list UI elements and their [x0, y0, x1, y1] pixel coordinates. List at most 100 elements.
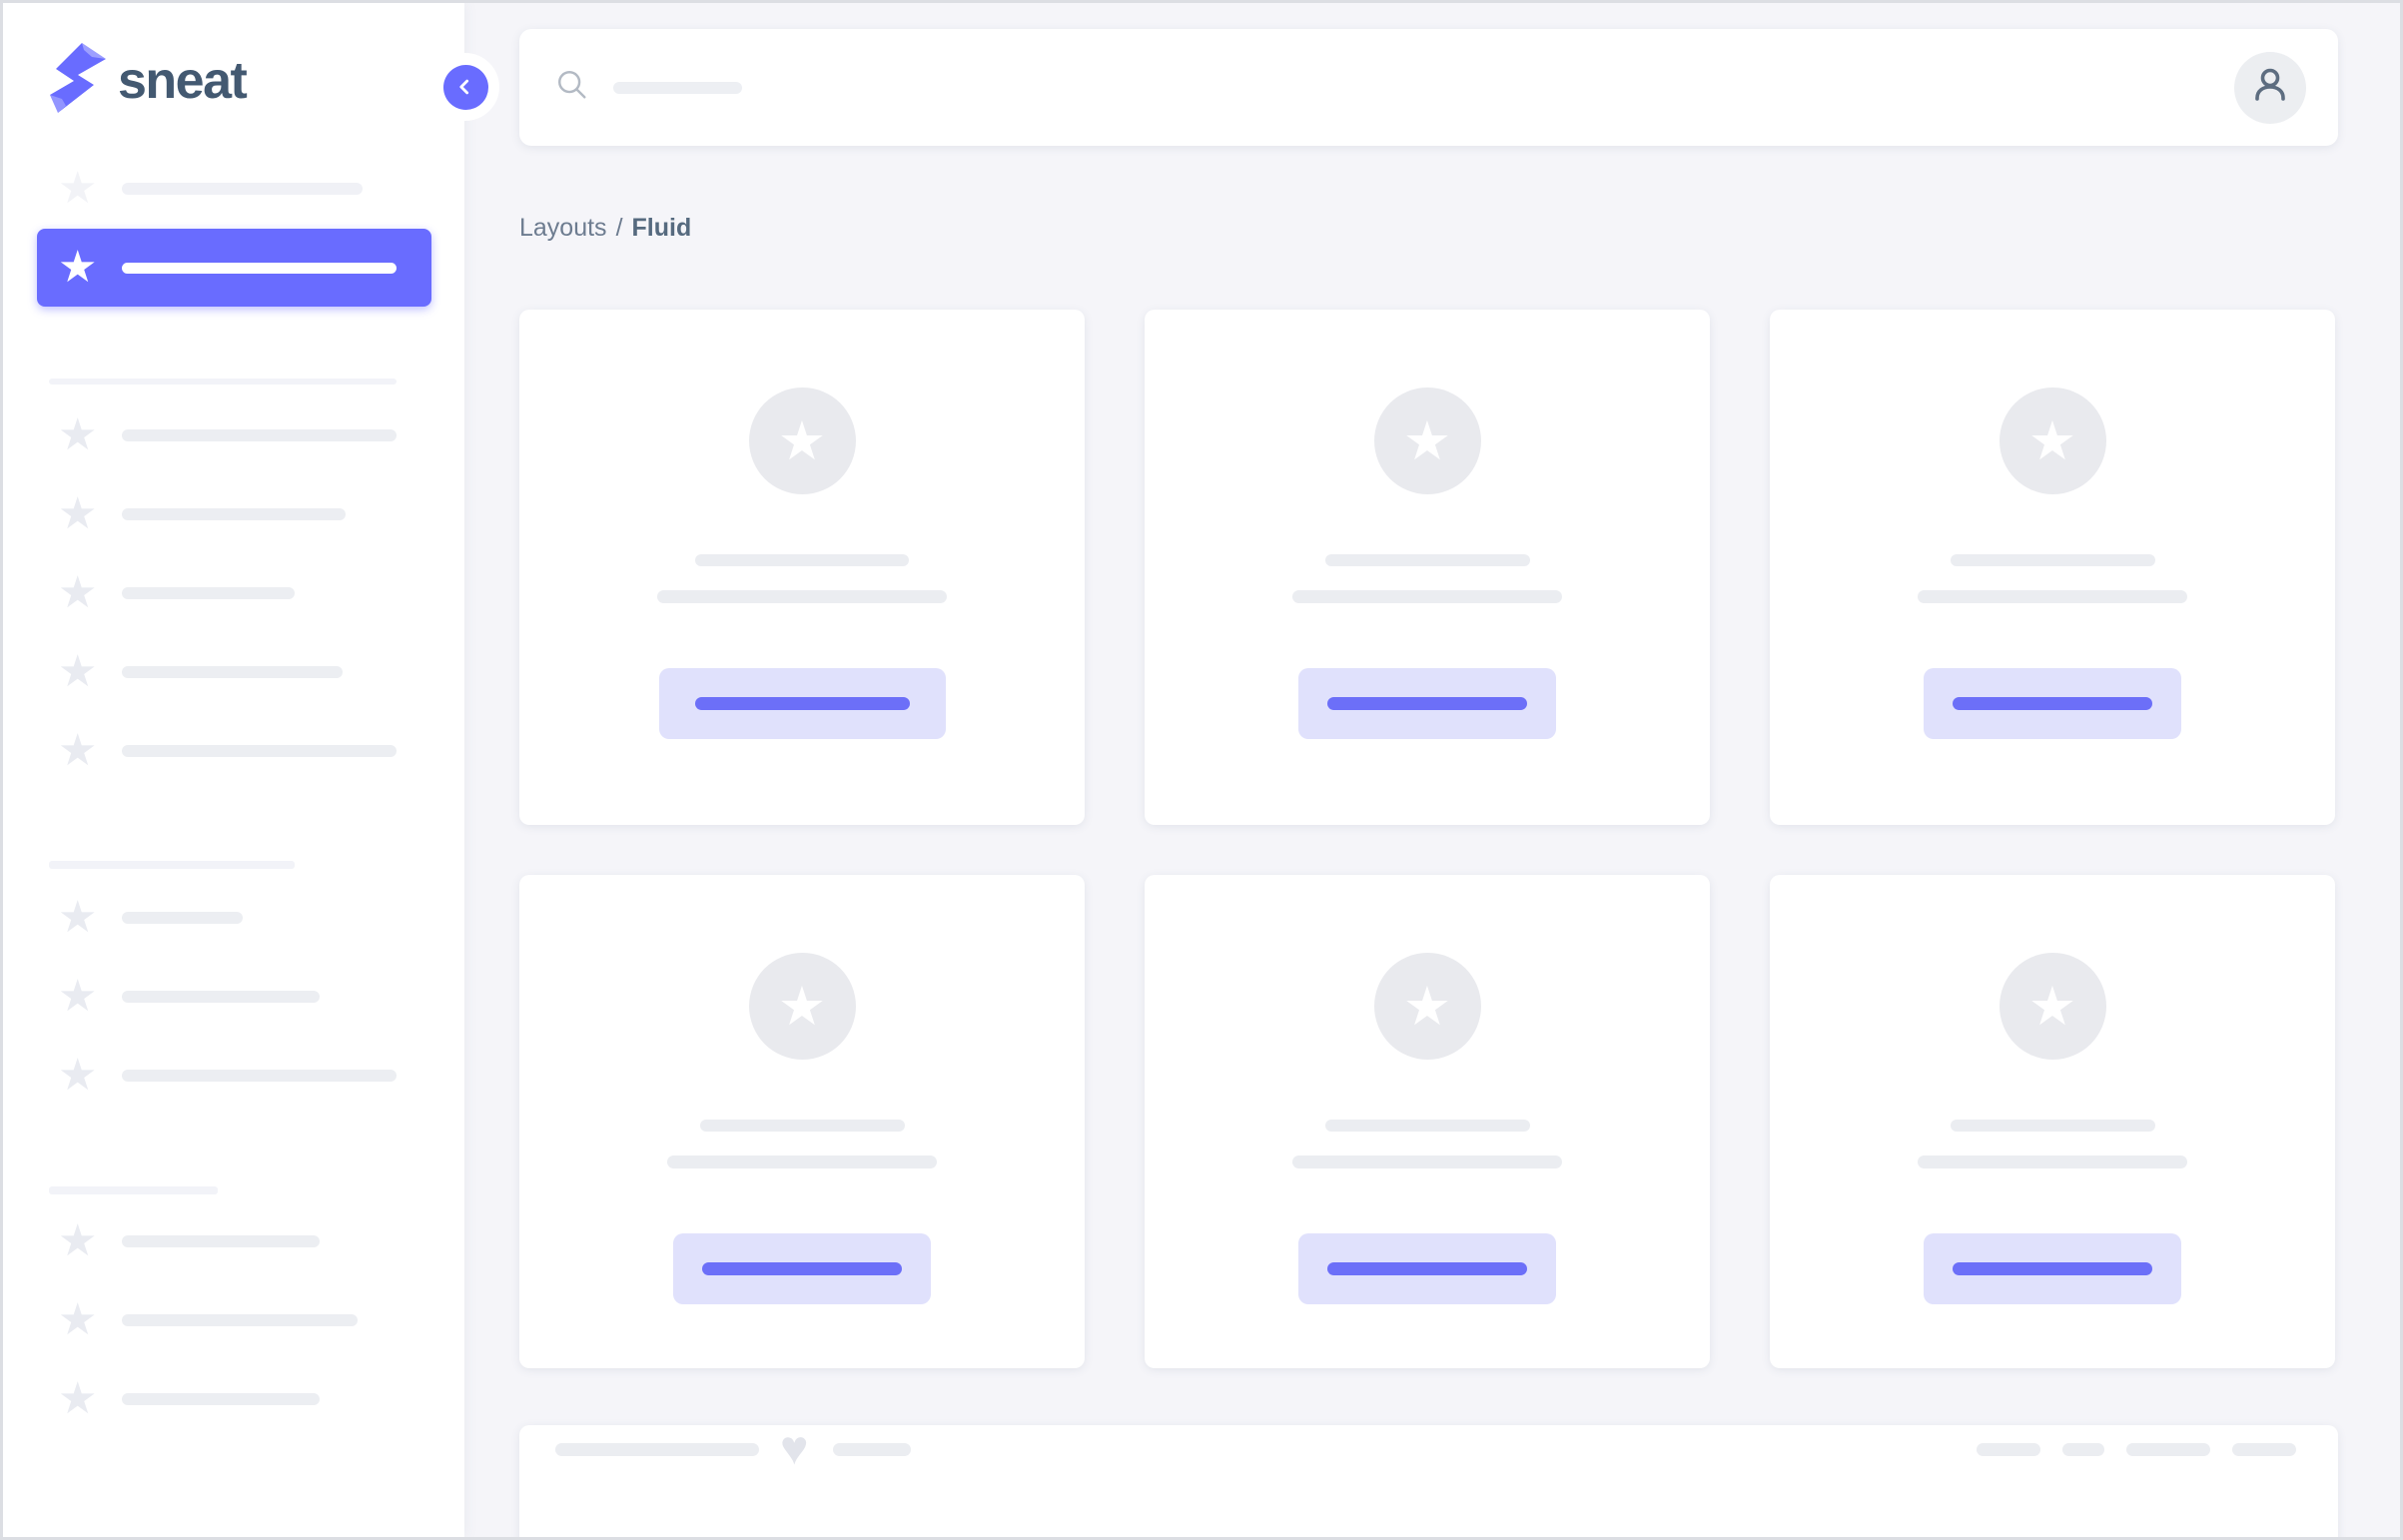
sidebar-item-skeleton[interactable]: ★	[3, 554, 464, 632]
card-avatar: ★	[748, 953, 856, 1060]
skeleton-text-bar	[1292, 1155, 1562, 1168]
star-icon: ★	[58, 243, 98, 292]
skeleton-text-bar	[122, 1393, 320, 1405]
skeleton-card: ★	[519, 310, 1085, 825]
skeleton-text-bar	[2062, 1442, 2104, 1456]
sidebar-item-skeleton[interactable]: ★	[3, 475, 464, 553]
star-icon: ★	[58, 1216, 98, 1265]
skeleton-text-bar	[2126, 1442, 2210, 1456]
skeleton-button-bar	[1327, 1262, 1527, 1275]
skeleton-text-bar	[122, 991, 320, 1003]
topbar	[519, 29, 2338, 146]
sidebar-item-skeleton[interactable]: ★	[3, 879, 464, 957]
sidebar-item-active[interactable]: ★	[37, 229, 431, 307]
skeleton-text-bar	[832, 1442, 911, 1456]
skeleton-text-bar	[122, 1314, 358, 1326]
sidebar-item-skeleton[interactable]: ★	[3, 1281, 464, 1359]
star-icon: ★	[58, 489, 98, 538]
skeleton-card: ★	[1145, 875, 1710, 1368]
star-icon: ★	[1402, 976, 1452, 1037]
skeleton-button-bar	[1953, 1262, 2152, 1275]
skeleton-text-bar	[122, 1070, 397, 1082]
sidebar-item-skeleton[interactable]: ★	[3, 396, 464, 474]
sidebar-item-skeleton[interactable]: ★	[3, 1360, 464, 1438]
star-icon: ★	[58, 410, 98, 459]
star-icon: ★	[58, 893, 98, 942]
card-action-button[interactable]	[673, 1233, 931, 1304]
skeleton-text-bar	[122, 912, 243, 924]
star-icon: ★	[58, 1295, 98, 1344]
sidebar-item-skeleton[interactable]: ★	[3, 712, 464, 790]
skeleton-text-bar	[122, 745, 397, 757]
star-icon: ★	[58, 647, 98, 696]
card-avatar: ★	[1999, 387, 2106, 494]
card-action-button[interactable]	[1298, 668, 1556, 739]
sidebar-item-skeleton[interactable]: ★	[3, 150, 464, 228]
card-action-button[interactable]	[1924, 1233, 2181, 1304]
heart-icon: ♥	[780, 1422, 809, 1475]
skeleton-card: ★	[519, 875, 1085, 1368]
skeleton-text-bar	[699, 1120, 905, 1132]
main-content: Layouts / Fluid ★ ★ ★	[464, 3, 2400, 1537]
star-icon: ★	[58, 164, 98, 213]
skeleton-text-bar	[1918, 590, 2187, 603]
star-icon: ★	[58, 972, 98, 1021]
skeleton-text-bar	[667, 1155, 937, 1168]
star-icon: ★	[58, 1374, 98, 1423]
skeleton-text-bar	[1950, 1120, 2155, 1132]
skeleton-text-bar	[1977, 1442, 2040, 1456]
skeleton-text-bar	[1918, 1155, 2187, 1168]
search-placeholder-skeleton	[613, 81, 742, 94]
card-avatar: ★	[748, 387, 856, 494]
skeleton-button-bar	[1327, 697, 1527, 710]
bottom-skeleton-card: ♥	[519, 1422, 2338, 1537]
skeleton-text-bar	[122, 508, 346, 520]
star-icon: ★	[2027, 410, 2077, 471]
skeleton-text-bar	[122, 262, 397, 274]
sidebar-item-skeleton[interactable]: ★	[3, 958, 464, 1036]
breadcrumb-section[interactable]: Layouts	[519, 214, 607, 242]
sneat-logo-icon	[48, 43, 106, 118]
skeleton-text-bar	[1324, 554, 1530, 566]
star-icon: ★	[1402, 410, 1452, 471]
card-avatar: ★	[1373, 953, 1481, 1060]
card-action-button[interactable]	[1298, 1233, 1556, 1304]
card-avatar: ★	[1373, 387, 1481, 494]
skeleton-text-bar	[122, 1235, 320, 1247]
skeleton-text-bar	[657, 590, 947, 603]
search-input[interactable]	[555, 68, 2234, 107]
star-icon: ★	[58, 568, 98, 617]
sidebar-collapse-button[interactable]	[431, 53, 499, 121]
search-icon	[555, 68, 589, 107]
skeleton-text-bar	[1292, 590, 1562, 603]
sidebar-item-skeleton[interactable]: ★	[3, 633, 464, 711]
sidebar-menu: ★ ★ ★ ★ ★ ★	[3, 150, 464, 1438]
section-divider-skeleton	[49, 1186, 218, 1194]
star-icon: ★	[777, 410, 827, 471]
skeleton-button-bar	[694, 697, 910, 710]
brand[interactable]: sneat	[48, 43, 464, 118]
skeleton-text-bar	[695, 554, 909, 566]
person-icon	[2248, 63, 2292, 112]
sidebar-item-skeleton[interactable]: ★	[3, 1202, 464, 1280]
sidebar-item-skeleton[interactable]: ★	[3, 1037, 464, 1115]
skeleton-button-bar	[702, 1262, 902, 1275]
sidebar: sneat ★ ★ ★ ★ ★	[3, 3, 464, 1537]
chevron-left-icon	[442, 64, 488, 110]
skeleton-card: ★	[1145, 310, 1710, 825]
skeleton-text-bar	[1324, 1120, 1530, 1132]
card-action-button[interactable]	[658, 668, 946, 739]
card-grid: ★ ★ ★ ★	[519, 310, 2338, 1368]
skeleton-card: ★	[1770, 875, 2335, 1368]
section-divider-skeleton	[49, 861, 295, 869]
skeleton-card: ★	[1770, 310, 2335, 825]
skeleton-text-bar	[1950, 554, 2155, 566]
card-action-button[interactable]	[1924, 668, 2181, 739]
star-icon: ★	[58, 1051, 98, 1100]
skeleton-button-bar	[1953, 697, 2152, 710]
skeleton-text-bar	[122, 183, 363, 195]
user-avatar-button[interactable]	[2234, 51, 2306, 124]
skeleton-text-bar	[555, 1442, 759, 1456]
breadcrumb-current: Fluid	[631, 214, 692, 242]
